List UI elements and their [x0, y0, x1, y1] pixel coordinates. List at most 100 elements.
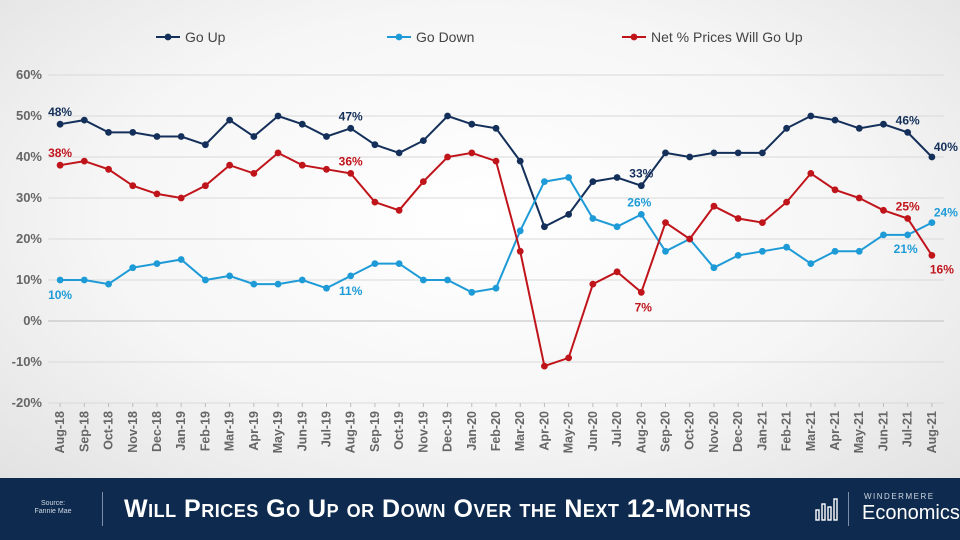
data-point [565, 211, 573, 218]
data-point [662, 247, 669, 255]
data-label: 36% [339, 154, 363, 168]
data-label: 40% [934, 140, 958, 154]
data-point [153, 190, 161, 198]
x-tick-label: May-20 [562, 411, 576, 453]
data-point [105, 129, 112, 136]
data-point [105, 165, 112, 173]
data-point [250, 133, 258, 140]
data-point [419, 137, 427, 145]
x-tick-label: Nov-18 [126, 411, 140, 453]
data-point [298, 120, 306, 128]
footer-divider-left [102, 492, 103, 526]
x-tick-label: Oct-18 [102, 411, 116, 450]
data-point [492, 157, 500, 165]
data-point [855, 247, 863, 255]
gridlines [48, 74, 944, 404]
x-tick-label: Mar-20 [513, 411, 527, 451]
x-tick-label: Aug-19 [344, 411, 358, 453]
data-point [734, 149, 742, 157]
x-tick-label: Feb-19 [198, 411, 212, 451]
data-point [371, 260, 379, 267]
data-point [468, 149, 476, 157]
data-label: 16% [930, 262, 954, 276]
y-tick-label: -20% [12, 395, 43, 410]
data-label: 24% [934, 206, 958, 220]
x-tick-label: Jul-21 [901, 411, 915, 447]
data-labels: 48% 47% 33% 46% 40% 10% 11% 26% 21% 24% 38% 36% 7% 25… [48, 105, 958, 314]
data-point [541, 223, 548, 231]
data-point [589, 280, 597, 288]
data-point [807, 260, 815, 267]
x-tick-label: Apr-19 [247, 411, 261, 451]
data-point [516, 227, 524, 235]
x-tick-label: Jul-19 [319, 411, 333, 447]
data-point [831, 186, 839, 194]
data-point [589, 178, 597, 186]
data-point [637, 288, 645, 296]
series-line [60, 176, 933, 294]
data-point [928, 153, 936, 161]
data-point [541, 178, 548, 186]
x-tick-label: Jun-21 [876, 411, 890, 451]
line-chart: -20% -10% 0% 10% 20% 30% 40% 50% 60% Aug-18 Sep-18… [12, 29, 959, 453]
data-point [177, 133, 185, 140]
data-point [298, 161, 306, 169]
data-point [565, 354, 573, 362]
data-label: 47% [339, 109, 363, 123]
data-label: 38% [48, 146, 72, 160]
data-point [419, 178, 427, 186]
data-point [250, 280, 258, 288]
data-point [686, 153, 694, 161]
data-point [56, 161, 64, 169]
legend-label: Net % Prices Will Go Up [651, 29, 803, 45]
y-tick-label: 20% [16, 231, 42, 246]
data-point [468, 120, 476, 128]
data-point [855, 194, 863, 202]
data-point [250, 170, 258, 177]
data-point [80, 116, 88, 124]
legend-marker [164, 33, 172, 41]
data-point [637, 182, 645, 190]
y-tick-label: 50% [16, 108, 42, 123]
data-point [855, 124, 863, 132]
legend-label: Go Down [416, 29, 474, 45]
series-line [59, 114, 933, 229]
data-point [807, 112, 815, 120]
x-tick-label: Apr-21 [828, 411, 842, 451]
data-point [710, 202, 718, 210]
x-tick-label: Jun-19 [295, 411, 309, 451]
x-tick-label: Nov-20 [707, 411, 721, 453]
data-point [323, 133, 330, 140]
y-tick-label: 30% [16, 190, 42, 205]
data-point [444, 112, 451, 120]
data-point [783, 243, 790, 251]
x-tick-label: Mar-21 [804, 411, 818, 451]
data-point [516, 247, 524, 255]
data-point [347, 272, 355, 280]
x-tick-label: Jan-20 [465, 411, 479, 451]
data-point [80, 276, 88, 284]
data-point [492, 124, 500, 132]
x-tick-label: Sep-20 [659, 411, 673, 452]
data-point [395, 206, 403, 214]
data-point [831, 247, 839, 255]
source-name: Fannie Mae [34, 508, 72, 515]
data-point [56, 120, 64, 128]
brand-subtitle: Economics [862, 502, 960, 524]
data-point [80, 157, 88, 165]
data-label: 26% [627, 195, 651, 209]
source-note: Source: Fannie Mae [28, 500, 78, 516]
y-tick-label: -10% [12, 354, 43, 369]
data-point [758, 149, 766, 157]
x-tick-label: Jun-20 [586, 411, 600, 451]
data-point [710, 264, 718, 272]
data-point [541, 362, 548, 370]
data-point [274, 112, 282, 120]
data-point [153, 133, 161, 140]
data-point [105, 280, 112, 288]
data-point [880, 120, 887, 128]
data-point [686, 235, 694, 243]
data-point [202, 141, 209, 149]
data-label: 11% [339, 284, 363, 298]
x-tick-label: Feb-20 [489, 411, 503, 451]
